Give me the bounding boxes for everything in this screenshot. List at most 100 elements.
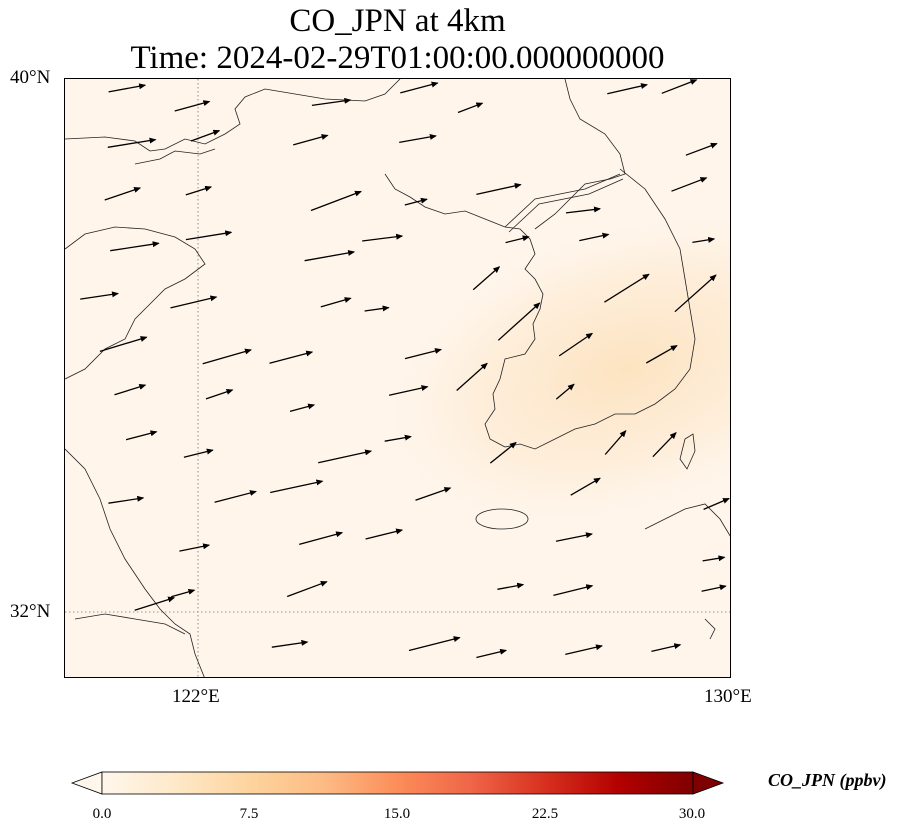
jeju-island <box>475 508 529 530</box>
wind-arrow <box>99 336 148 353</box>
wind-arrow <box>365 528 404 540</box>
wind-arrow <box>685 142 718 156</box>
colorbar-tick-0: 0.0 <box>92 806 112 822</box>
coastline-korea-west <box>384 173 544 448</box>
wind-arrow <box>384 434 412 442</box>
wind-arrow <box>661 79 698 94</box>
wind-arrow <box>170 295 218 309</box>
wind-arrow <box>645 345 678 364</box>
wind-arrow <box>299 531 344 546</box>
coastline-korea-south <box>504 413 635 450</box>
wind-arrow <box>202 348 252 365</box>
colorbar-extend-max <box>692 771 725 795</box>
coastline-kyushu <box>644 503 730 537</box>
wind-arrow <box>171 588 196 598</box>
wind-arrow <box>125 430 158 441</box>
wind-arrow <box>310 190 362 212</box>
wind-arrow <box>364 305 390 312</box>
map-canvas <box>65 79 730 677</box>
coastline-kyushu-south <box>704 618 716 640</box>
wind-arrow <box>565 644 603 656</box>
wind-arrow <box>651 643 682 653</box>
coastline-jiangsu <box>65 448 205 677</box>
wind-arrow <box>570 477 601 496</box>
wind-arrow <box>190 129 221 142</box>
wind-arrow <box>304 249 356 262</box>
wind-arrow <box>399 133 437 144</box>
wind-arrow <box>652 431 677 458</box>
coastlines <box>65 79 730 677</box>
wind-arrow <box>134 596 176 611</box>
wind-arrow <box>553 584 594 597</box>
wind-arrow <box>607 83 648 95</box>
wind-arrow <box>404 197 428 206</box>
wind-arrow <box>671 177 708 192</box>
lon-label-122e: 122°E <box>172 686 220 707</box>
wind-arrow <box>110 241 160 252</box>
wind-arrow <box>107 137 157 148</box>
wind-arrow <box>185 185 213 196</box>
coastline-yangtze <box>74 613 186 635</box>
wind-arrow <box>415 487 452 501</box>
wind-arrow <box>692 236 716 244</box>
wind-arrow <box>701 584 727 592</box>
wind-arrow <box>497 582 525 590</box>
colorbar-label: CO_JPN (ppbv) <box>768 770 887 790</box>
wind-arrow <box>80 291 119 300</box>
colorbar-tick-2: 15.0 <box>383 806 411 822</box>
wind-arrow <box>565 206 601 214</box>
colorbar-gradient <box>101 771 694 795</box>
co-plume <box>373 205 730 533</box>
wind-arrow <box>558 332 594 357</box>
wind-arrow <box>497 302 541 341</box>
wind-arrow <box>408 636 461 652</box>
wind-arrow <box>404 348 442 360</box>
wind-arrow <box>271 639 309 648</box>
coastline-liaodong <box>65 79 401 152</box>
wind-arrow <box>311 97 352 107</box>
wind-arrow <box>114 384 147 396</box>
wind-arrow <box>205 388 234 400</box>
wind-arrow <box>388 385 429 396</box>
lat-label-40n: 40°N <box>10 67 51 88</box>
map-subtitle-time: Time: 2024-02-29T01:00:00.000000000 <box>130 40 665 76</box>
wind-arrow <box>174 100 211 112</box>
colorbar-tick-3: 22.5 <box>531 806 559 822</box>
coastline-korea-east <box>619 168 696 415</box>
lat-label-32n: 32°N <box>10 601 51 622</box>
wind-arrow <box>179 543 211 552</box>
wind-arrow <box>703 497 730 510</box>
wind-arrow <box>489 441 517 464</box>
wind-arrow <box>674 274 717 313</box>
wind-arrow <box>104 187 142 201</box>
wind-arrow <box>604 430 627 455</box>
wind-arrow <box>269 350 314 364</box>
map-panel <box>64 78 731 678</box>
coastline-shandong <box>65 226 206 380</box>
wind-arrow <box>456 362 488 391</box>
wind-arrow <box>289 403 316 413</box>
wind-arrow <box>604 273 650 303</box>
colorbar-tick-4: 30.0 <box>678 806 706 822</box>
colorbar-tick-1: 7.5 <box>239 806 259 822</box>
wind-arrow <box>108 495 145 504</box>
wind-arrow <box>457 102 484 114</box>
tsushima-island <box>679 433 696 470</box>
wind-arrow <box>183 448 214 458</box>
wind-arrow <box>185 230 233 241</box>
wind-arrow <box>400 81 439 94</box>
wind-arrow <box>476 182 522 196</box>
border-line-1 <box>504 173 621 228</box>
wind-arrow <box>472 266 501 291</box>
colorbar-extend-min <box>70 771 103 795</box>
wind-arrow <box>318 449 373 464</box>
wind-arrow <box>505 235 530 244</box>
wind-arrow <box>555 383 575 400</box>
wind-arrow <box>293 134 329 146</box>
map-title: CO_JPN at 4km <box>289 3 506 39</box>
wind-arrow <box>214 490 257 503</box>
wind-arrow <box>270 479 324 494</box>
wind-arrow <box>108 83 147 93</box>
colorbar <box>70 771 725 795</box>
wind-arrow <box>286 580 328 598</box>
